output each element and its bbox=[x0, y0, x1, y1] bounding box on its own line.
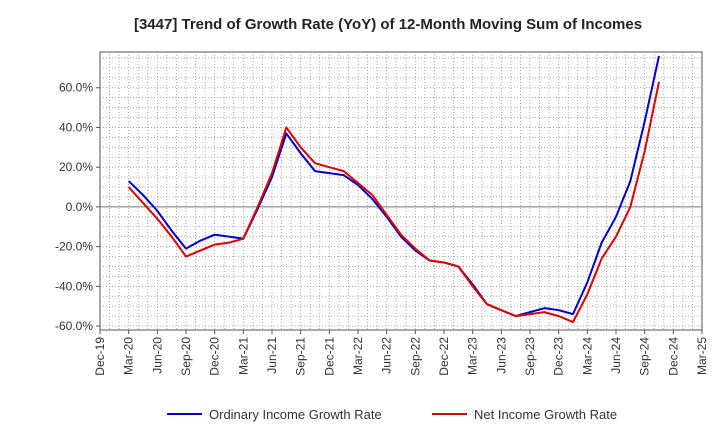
y-tick-label: 40.0% bbox=[59, 120, 93, 134]
x-tick-label: Mar-24 bbox=[580, 337, 594, 375]
y-tick-label: -40.0% bbox=[55, 279, 93, 293]
plot-area bbox=[99, 51, 703, 331]
x-tick-label: Jun-20 bbox=[150, 337, 164, 374]
x-tick-label: Sep-22 bbox=[408, 337, 422, 376]
x-tick-label: Jun-22 bbox=[380, 337, 394, 374]
legend-label-ordinary: Ordinary Income Growth Rate bbox=[209, 407, 382, 422]
x-tick-label: Jun-23 bbox=[494, 337, 508, 374]
grid-lines bbox=[100, 52, 702, 330]
x-tick-label: Sep-20 bbox=[179, 337, 193, 376]
legend-label-net: Net Income Growth Rate bbox=[474, 407, 617, 422]
y-tick-label: 0.0% bbox=[66, 200, 94, 214]
x-tick-label: Mar-25 bbox=[695, 337, 709, 375]
x-tick-label: Dec-23 bbox=[552, 337, 566, 376]
x-tick-label: Mar-21 bbox=[236, 337, 250, 375]
series-line-net bbox=[127, 81, 660, 324]
y-tick-label: 60.0% bbox=[59, 81, 93, 95]
x-tick-label: Sep-24 bbox=[638, 337, 652, 376]
series-line-ordinary bbox=[127, 55, 660, 318]
x-tick-label: Jun-24 bbox=[609, 337, 623, 374]
x-tick-label: Mar-22 bbox=[351, 337, 365, 375]
x-tick-label: Sep-21 bbox=[294, 337, 308, 376]
series-lines bbox=[127, 55, 660, 324]
x-tick-label: Dec-24 bbox=[666, 337, 680, 376]
legend: Ordinary Income Growth Rate Net Income G… bbox=[167, 407, 617, 422]
x-tick-label: Mar-20 bbox=[122, 337, 136, 375]
chart-title: [3447] Trend of Growth Rate (YoY) of 12-… bbox=[134, 16, 642, 33]
x-axis-ticks: Dec-19 Mar-20 Jun-20 Sep-20 Dec-20 Mar-21 Jun-… bbox=[93, 330, 709, 376]
y-tick-label: 20.0% bbox=[59, 160, 93, 174]
x-tick-label: Mar-23 bbox=[466, 337, 480, 375]
x-tick-label: Dec-20 bbox=[208, 337, 222, 376]
x-tick-label: Dec-19 bbox=[93, 337, 107, 376]
y-tick-label: -20.0% bbox=[55, 240, 93, 254]
x-tick-label: Dec-22 bbox=[437, 337, 451, 376]
y-axis-ticks: 60.0% 40.0% 20.0% 0.0% -20.0% -40.0% -60.0% bbox=[55, 81, 100, 333]
x-tick-label: Jun-21 bbox=[265, 337, 279, 374]
x-tick-label: Dec-21 bbox=[322, 337, 336, 376]
plot-frame bbox=[99, 51, 703, 331]
x-tick-label: Sep-23 bbox=[523, 337, 537, 376]
y-tick-label: -60.0% bbox=[55, 319, 93, 333]
